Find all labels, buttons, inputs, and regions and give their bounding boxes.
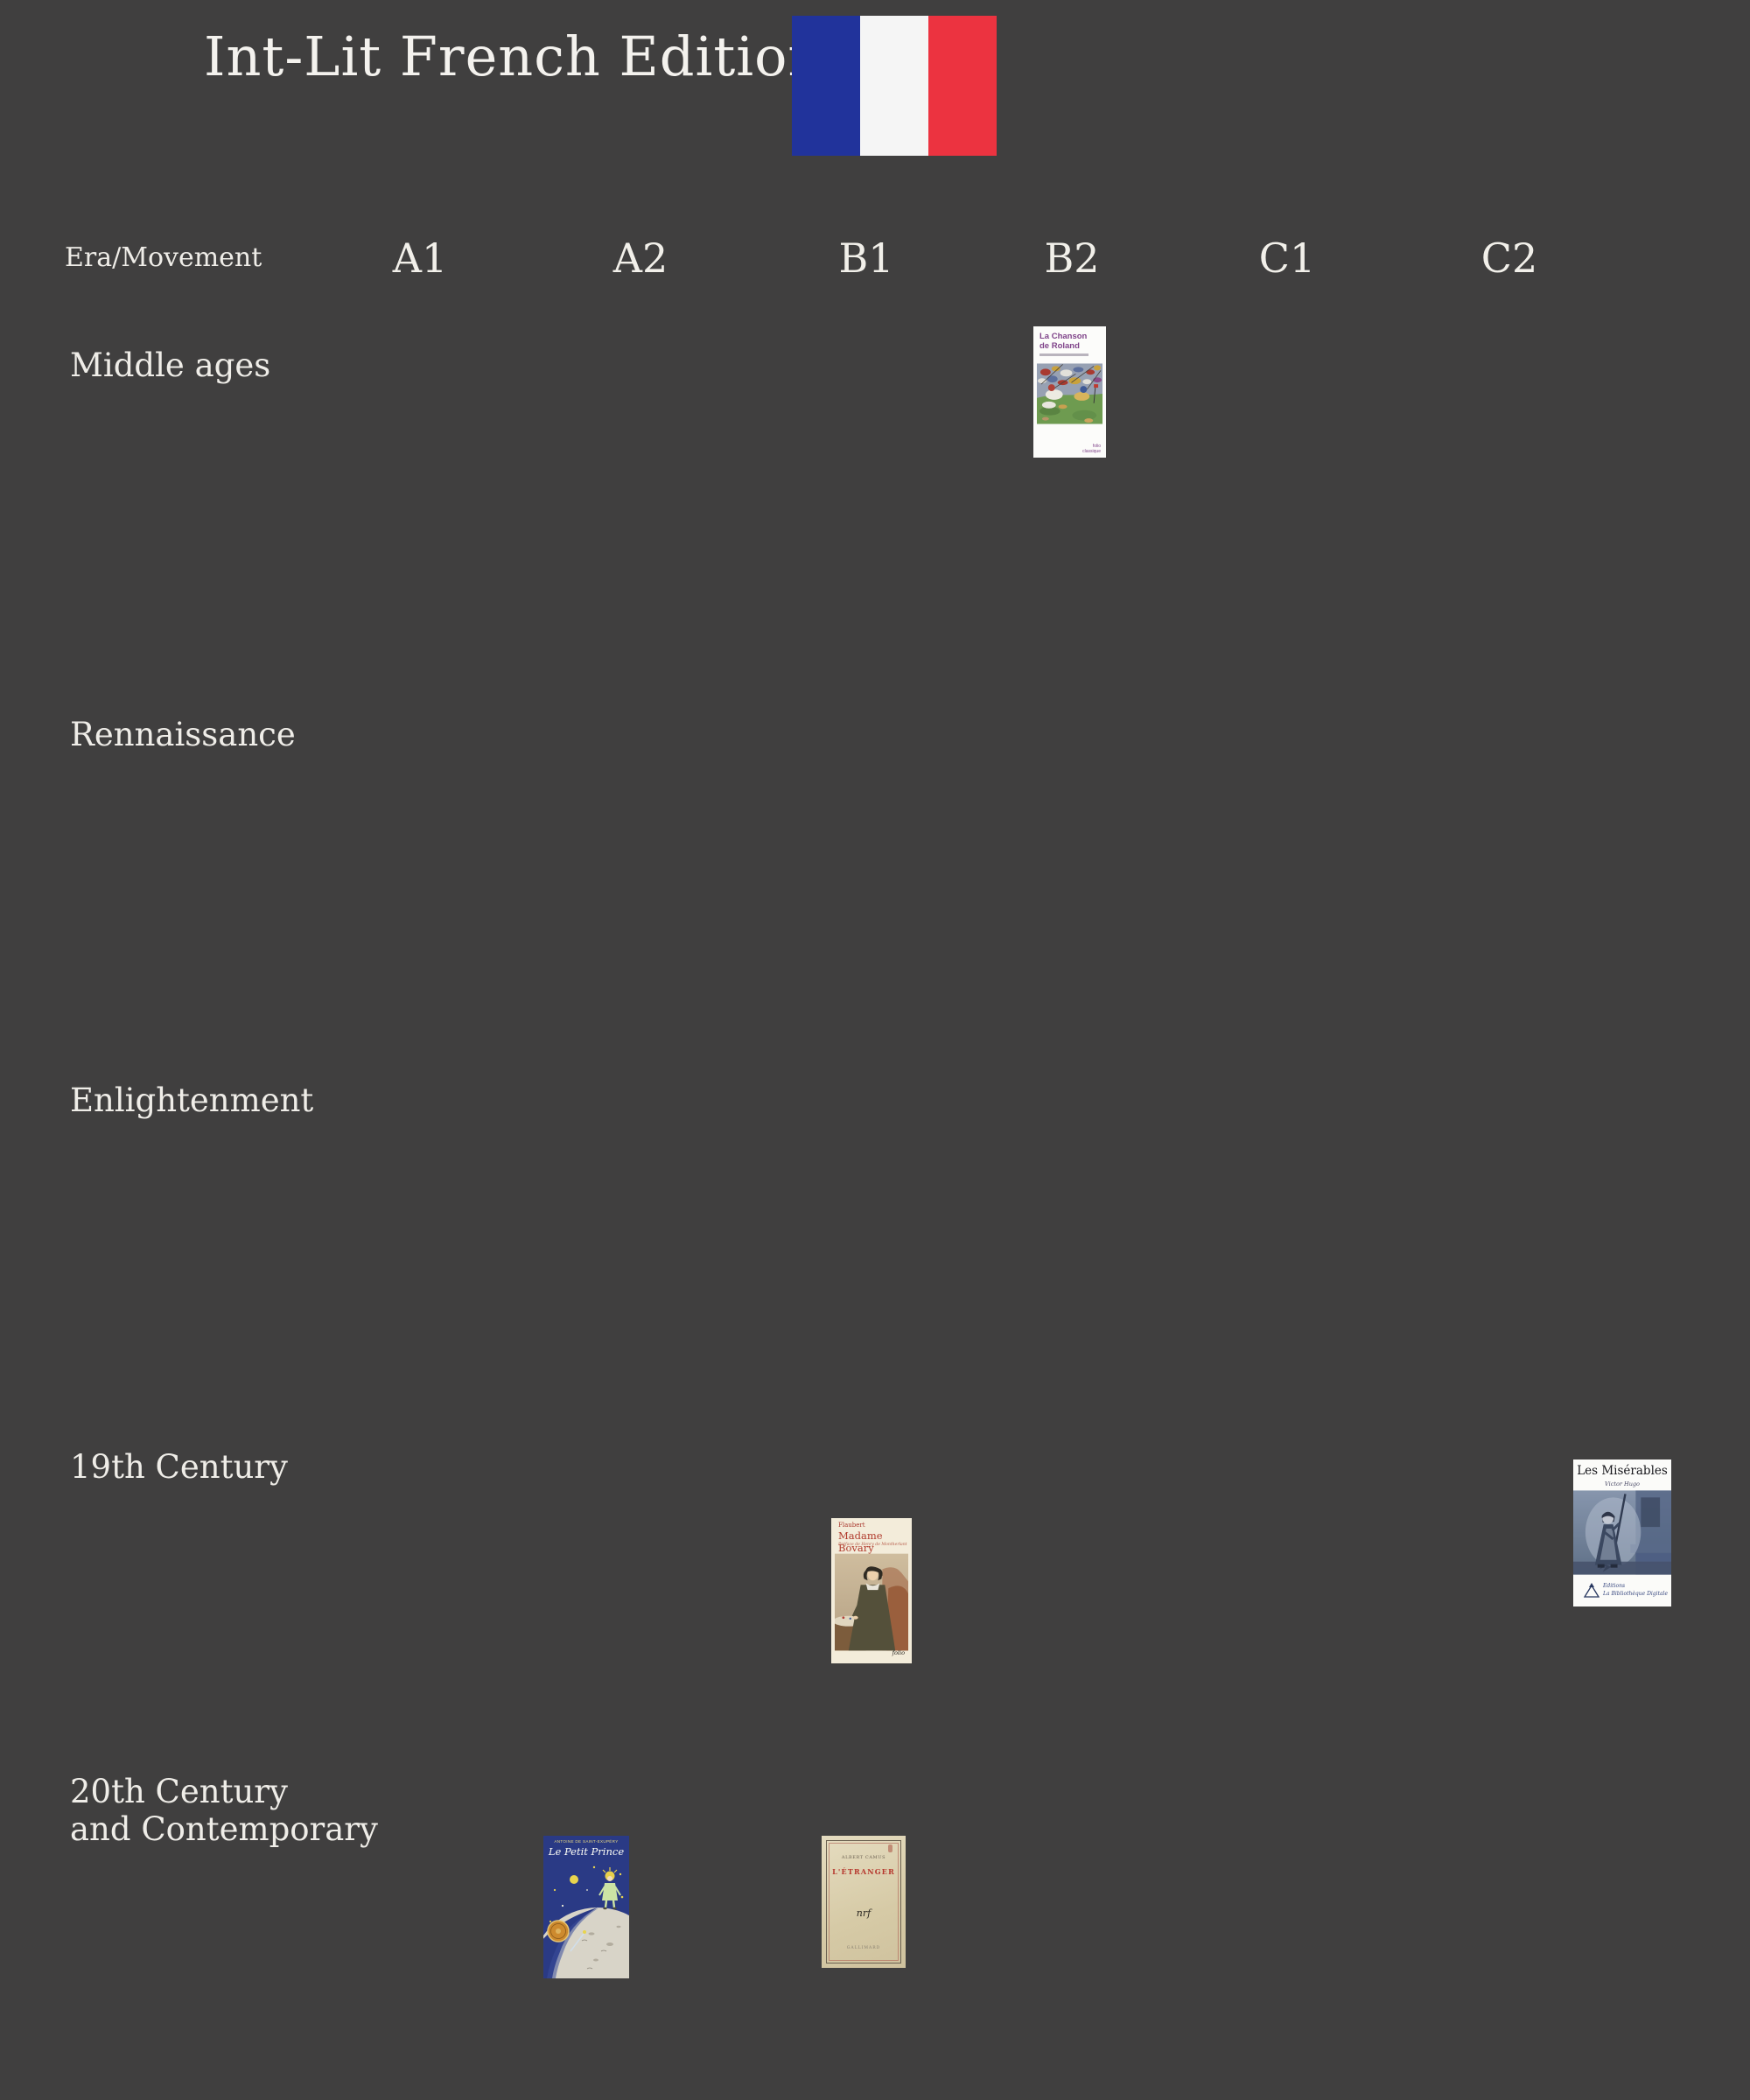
flag-stripe-red	[928, 16, 997, 156]
row-label-20th-century-line1: 20th Century	[70, 1773, 288, 1810]
flag-stripe-blue	[792, 16, 860, 156]
etranger-frame-outer	[826, 1840, 901, 1964]
roland-subtitle-bar	[1040, 354, 1088, 356]
row-label-20th-century-line2: and Contemporary	[70, 1810, 378, 1849]
corner-label-era-movement: Era/Movement	[65, 242, 262, 273]
miserables-publisher-text: Editions La Bibliothèque Digitale	[1603, 1583, 1669, 1597]
french-flag-icon	[792, 16, 997, 156]
row-label-19th-century: 19th Century	[70, 1448, 288, 1486]
book-cover-letranger[interactable]: ALBERT CAMUS L'ÉTRANGER nrf GALLIMARD	[822, 1836, 906, 1968]
bovary-portrait-painting	[833, 1553, 908, 1651]
etranger-title: L'ÉTRANGER	[832, 1867, 895, 1876]
bovary-subtitle: Préface de Henry de Montherlant	[838, 1543, 907, 1547]
miserables-title: Les Misérables	[1577, 1464, 1668, 1478]
etranger-aging-spot	[888, 1844, 892, 1852]
book-cover-les-miserables[interactable]: Les Misérables Victor Hugo	[1573, 1460, 1671, 1606]
petit-prince-title: Le Petit Prince	[548, 1845, 625, 1858]
miserables-publisher-triangle-logo	[1583, 1583, 1600, 1601]
bovary-author: Flaubert	[838, 1522, 865, 1529]
roland-battle-illustration	[1037, 363, 1102, 424]
petit-prince-planet-illustration	[543, 1836, 629, 1978]
bovary-title: Madame Bovary	[838, 1530, 883, 1554]
book-cover-le-petit-prince[interactable]: ANTOINE DE SAINT-EXUPÉRY Le Petit Prince	[543, 1836, 629, 1978]
row-label-20th-century: 20th Century and Contemporary	[70, 1773, 378, 1849]
petit-prince-author: ANTOINE DE SAINT-EXUPÉRY	[554, 1839, 619, 1844]
bovary-imprint-folio: folio	[892, 1649, 905, 1656]
row-label-rennaissance: Rennaissance	[70, 716, 296, 753]
flag-stripe-white	[860, 16, 928, 156]
column-header-c2: C2	[1480, 234, 1538, 282]
column-header-a2: A2	[612, 234, 668, 282]
column-header-c1: C1	[1258, 234, 1316, 282]
roland-title-line1: La Chanson	[1040, 332, 1088, 341]
roland-title-line2: de Roland	[1040, 341, 1080, 351]
etranger-author: ALBERT CAMUS	[841, 1855, 886, 1860]
column-header-b1: B1	[838, 234, 894, 282]
miserables-cosette-illustration	[1573, 1490, 1671, 1575]
etranger-nrf-logo: nrf	[856, 1908, 872, 1919]
roland-imprint-folio-classique: folio classique	[1082, 444, 1101, 454]
etranger-frame-inner	[829, 1843, 899, 1961]
column-header-a1: A1	[392, 234, 448, 282]
row-label-middle-ages: Middle ages	[70, 346, 271, 384]
book-cover-madame-bovary[interactable]: Flaubert Madame Bovary Préface de Henry …	[831, 1518, 912, 1663]
miserables-author: Victor Hugo	[1605, 1480, 1640, 1488]
column-header-b2: B2	[1044, 234, 1100, 282]
book-cover-la-chanson-de-roland[interactable]: La Chanson de Roland	[1033, 326, 1106, 458]
page-title: Int-Lit French Edition	[204, 24, 824, 88]
etranger-publisher: GALLIMARD	[846, 1946, 881, 1950]
row-label-enlightenment: Enlightenment	[70, 1082, 314, 1119]
